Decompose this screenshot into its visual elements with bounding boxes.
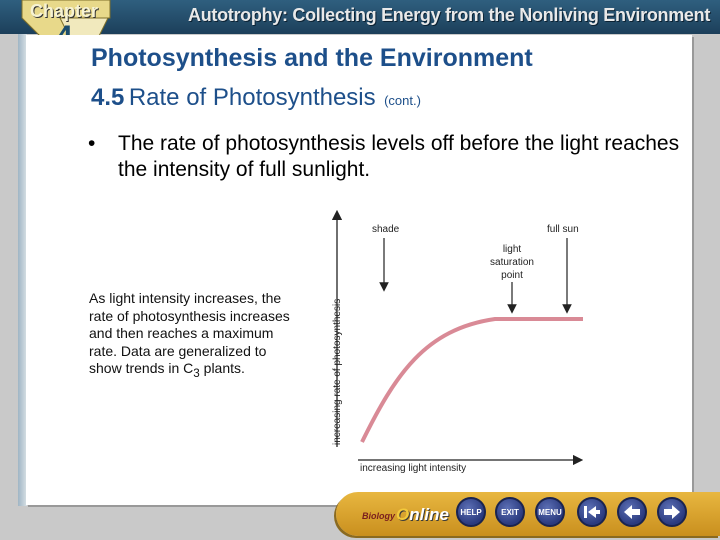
saturation-label-line2: saturation bbox=[490, 257, 534, 268]
logo-online-rest: nline bbox=[409, 505, 449, 524]
photosynthesis-graph: increasing rate of photosynthesis increa… bbox=[331, 209, 584, 474]
arrow-right-icon bbox=[664, 505, 680, 519]
section-suffix: (cont.) bbox=[384, 93, 421, 108]
header-bar: Autotrophy: Collecting Energy from the N… bbox=[0, 0, 720, 34]
help-button[interactable]: HELP bbox=[456, 497, 486, 527]
exit-button[interactable]: EXIT bbox=[495, 497, 525, 527]
help-button-label: HELP bbox=[460, 507, 482, 517]
photosynthesis-curve bbox=[360, 317, 583, 443]
previous-slide-button[interactable] bbox=[617, 497, 647, 527]
section-heading: 4.5 Rate of Photosynthesis (cont.) bbox=[91, 84, 421, 112]
caption-subscript: 3 bbox=[193, 366, 200, 380]
skip-back-icon bbox=[584, 506, 600, 518]
section-number: 4.5 bbox=[91, 84, 125, 111]
shade-label: shade bbox=[372, 224, 400, 235]
full-sun-label: full sun bbox=[547, 224, 579, 235]
slide-panel bbox=[26, 35, 692, 505]
nav-strip bbox=[336, 492, 720, 536]
saturation-label-line1: light bbox=[503, 244, 522, 255]
slide-left-edge bbox=[18, 34, 27, 506]
figure-caption: As light intensity increases, the rate o… bbox=[89, 290, 294, 382]
section-name: Rate of Photosynthesis bbox=[128, 84, 376, 111]
next-slide-button[interactable] bbox=[657, 497, 687, 527]
bullet-dot: • bbox=[88, 132, 96, 155]
arrow-left-icon bbox=[624, 505, 640, 519]
bottom-nav-bar bbox=[0, 484, 720, 540]
chapter-word: Chapter bbox=[30, 1, 99, 21]
biology-online-logo[interactable]: Biology Online bbox=[358, 500, 449, 530]
exit-button-label: EXIT bbox=[501, 507, 519, 517]
bullet-text: The rate of photosynthesis levels off be… bbox=[118, 132, 680, 181]
x-axis-label: increasing light intensity bbox=[360, 463, 466, 474]
caption-text-end: plants. bbox=[199, 360, 245, 376]
logo-online-text: Online bbox=[396, 505, 449, 525]
logo-o-glyph: O bbox=[396, 505, 410, 524]
y-axis-label: increasing rate of photosynthesis bbox=[332, 299, 343, 445]
menu-button[interactable]: MENU bbox=[535, 497, 565, 527]
slide-title: Photosynthesis and the Environment bbox=[91, 44, 533, 72]
logo-biology-text: Biology bbox=[362, 511, 395, 521]
header-title: Autotrophy: Collecting Energy from the N… bbox=[188, 5, 711, 25]
first-slide-button[interactable] bbox=[577, 497, 607, 527]
saturation-label-line3: point bbox=[501, 270, 523, 281]
menu-button-label: MENU bbox=[538, 507, 562, 517]
caption-text: As light intensity increases, the rate o… bbox=[89, 290, 290, 376]
